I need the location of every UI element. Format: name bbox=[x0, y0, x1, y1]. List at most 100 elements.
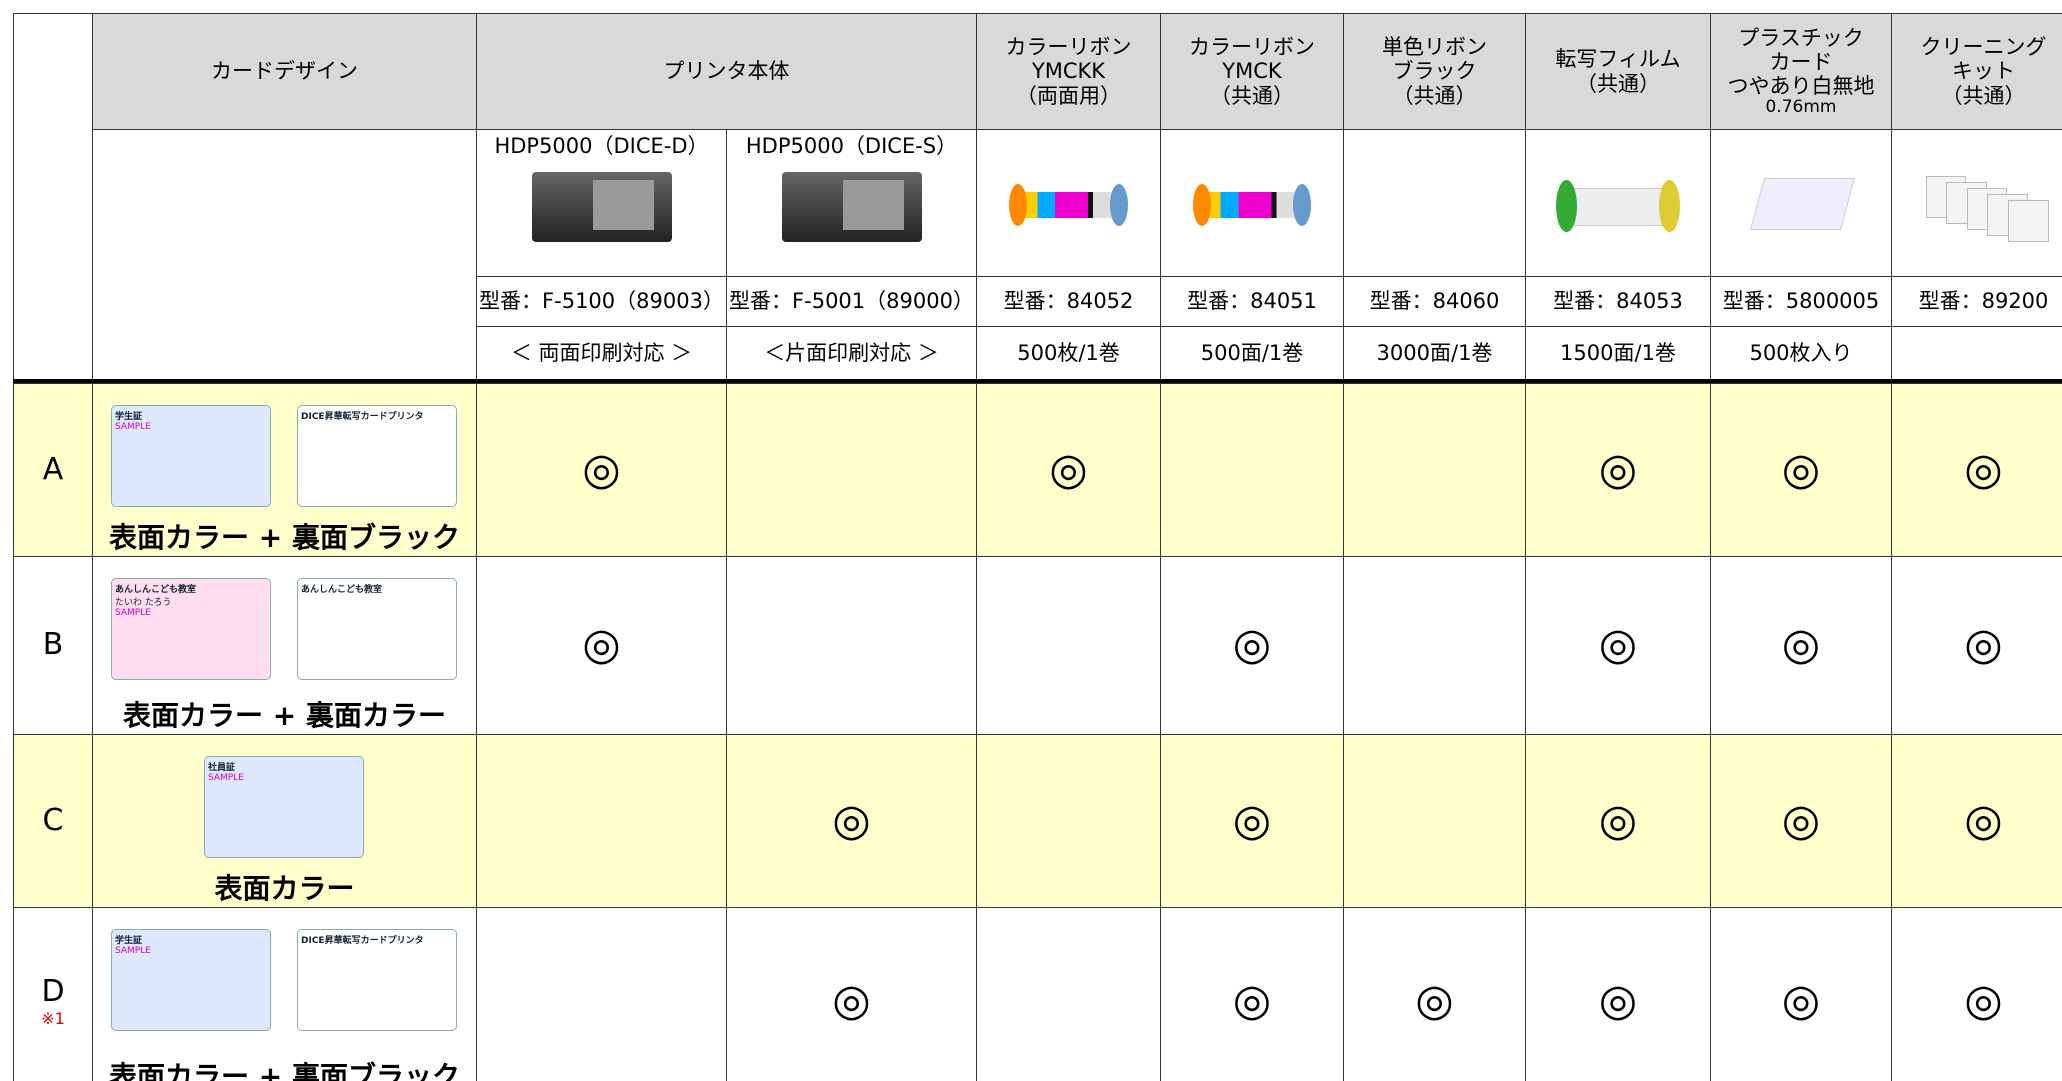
blank-card bbox=[1749, 178, 1855, 230]
spool bbox=[1555, 180, 1577, 232]
mark: ◎ bbox=[1232, 975, 1272, 1027]
header-line: カラーリボン bbox=[1189, 35, 1315, 60]
card-text: あんしんこども教室 bbox=[115, 585, 197, 595]
product-image bbox=[1919, 166, 2049, 246]
mark: ◎ bbox=[1781, 975, 1821, 1027]
mark-cell bbox=[976, 907, 1161, 1081]
header-line: （共通） bbox=[1392, 83, 1477, 108]
mark-cell bbox=[1343, 556, 1526, 735]
film bbox=[1566, 188, 1672, 226]
header-line: カード bbox=[1769, 49, 1833, 74]
product-image bbox=[1188, 166, 1316, 246]
model-text: 型番：84052 bbox=[1003, 289, 1134, 314]
header-line: （共通） bbox=[1941, 83, 2026, 108]
note-text: 500枚/1巻 bbox=[1017, 340, 1120, 365]
header-line: 0.76mm bbox=[1765, 96, 1837, 117]
product-image-cell: HDP5000（DICE-S） bbox=[726, 129, 977, 277]
note-cell: 3000面/1巻 bbox=[1343, 326, 1526, 380]
mark-cell: ◎ bbox=[1525, 556, 1711, 735]
header-line: つやあり白無地 bbox=[1727, 73, 1875, 98]
mark: ◎ bbox=[1598, 443, 1638, 495]
caption: 表面カラー + 裏面ブラック bbox=[109, 1059, 460, 1081]
mark-cell: ◎ bbox=[726, 734, 977, 908]
model-cell: 型番：84053 bbox=[1525, 276, 1711, 327]
product-image-cell bbox=[1525, 129, 1711, 277]
card-text: 学生証 bbox=[115, 936, 143, 946]
mark-cell: ◎ bbox=[1525, 907, 1711, 1081]
printer-panel bbox=[592, 180, 654, 231]
row-label: C bbox=[42, 802, 64, 838]
mark-cell: ◎ bbox=[1710, 383, 1892, 557]
model-text: 型番：84051 bbox=[1187, 289, 1317, 314]
mark: ◎ bbox=[1781, 443, 1821, 495]
header-line: YMCK bbox=[1222, 59, 1282, 84]
mark-cell: ◎ bbox=[726, 907, 977, 1081]
thick-border bbox=[13, 379, 2062, 383]
design-blank bbox=[92, 129, 477, 380]
note-text: 500枚入り bbox=[1749, 340, 1853, 365]
mark-cell: ◎ bbox=[1525, 383, 1711, 557]
ribbon bbox=[1019, 192, 1118, 218]
row-note: ※1 bbox=[41, 1008, 65, 1028]
card-text: DICE昇華転写カードプリンタ bbox=[301, 412, 424, 422]
card-text: 社員証 bbox=[208, 763, 236, 773]
printer-panel bbox=[842, 180, 904, 231]
model-cell: 型番：F-5100（89003） bbox=[476, 276, 727, 327]
card-text: あんしんこども教室 bbox=[301, 585, 383, 595]
card-image: 学生証 SAMPLE bbox=[111, 929, 271, 1031]
card-text: SAMPLE bbox=[115, 422, 151, 432]
product-name: HDP5000（DICE-D） bbox=[494, 134, 709, 158]
mark: ◎ bbox=[832, 975, 871, 1027]
note-text: ＜ 両面印刷対応 ＞ bbox=[510, 340, 693, 365]
product-name: HDP5000（DICE-S） bbox=[745, 134, 958, 158]
spool bbox=[1293, 184, 1311, 226]
note-cell: ＜ 両面印刷対応 ＞ bbox=[476, 326, 727, 380]
mark-cell bbox=[726, 383, 977, 557]
header-line: （共通） bbox=[1210, 83, 1294, 108]
product-image-cell bbox=[1710, 129, 1892, 277]
mark: ◎ bbox=[1598, 794, 1638, 846]
header-line: クリーニング bbox=[1920, 35, 2047, 60]
header-line: 転写フィルム bbox=[1555, 47, 1681, 72]
note-text: ＜片面印刷対応 ＞ bbox=[764, 340, 939, 365]
model-text: 型番：84060 bbox=[1369, 289, 1500, 314]
header-cell: 単色リボン ブラック （共通） bbox=[1343, 13, 1526, 130]
mark-cell bbox=[726, 556, 977, 735]
product-image-cell: HDP5000（DICE-D） bbox=[476, 129, 727, 277]
header-line: プラスチック bbox=[1738, 25, 1864, 50]
mark-cell bbox=[476, 907, 727, 1081]
card-text: SAMPLE bbox=[115, 608, 151, 618]
header-cell: プリンタ本体 bbox=[476, 13, 977, 130]
mark-cell bbox=[976, 734, 1161, 908]
model-text: 型番：89200 bbox=[1918, 289, 2049, 314]
mark-cell bbox=[976, 556, 1161, 735]
header-line: （共通） bbox=[1576, 71, 1660, 96]
spool bbox=[1109, 184, 1128, 226]
mark-cell: ◎ bbox=[1710, 556, 1892, 735]
card-image: あんしんこども教室 bbox=[297, 578, 457, 680]
note-cell: ＜片面印刷対応 ＞ bbox=[726, 326, 977, 380]
card-text: DICE昇華転写カードプリンタ bbox=[301, 936, 424, 946]
mark: ◎ bbox=[1781, 619, 1821, 671]
mark-cell bbox=[1343, 383, 1526, 557]
row-label: A bbox=[42, 451, 64, 487]
mark-cell: ◎ bbox=[1710, 907, 1892, 1081]
caption: 表面カラー + 裏面ブラック bbox=[109, 520, 460, 554]
mark-cell bbox=[476, 734, 727, 908]
mark-cell: ◎ bbox=[1891, 734, 2062, 908]
header-cell: プラスチック カード つやあり白無地 0.76mm bbox=[1710, 13, 1892, 130]
product-image-cell bbox=[1343, 129, 1526, 277]
product-image bbox=[1738, 166, 1865, 246]
card-image: DICE昇華転写カードプリンタ bbox=[297, 405, 457, 507]
header-line: YMCKK bbox=[1031, 59, 1106, 84]
mark: ◎ bbox=[1964, 619, 2003, 671]
corner-cell bbox=[13, 13, 93, 380]
header-text: プリンタ本体 bbox=[663, 59, 790, 84]
card-text: SAMPLE bbox=[115, 946, 151, 956]
product-image bbox=[514, 164, 689, 244]
product-image bbox=[1553, 166, 1683, 246]
note-cell: 500面/1巻 bbox=[1160, 326, 1344, 380]
model-text: 型番：F-5100（89003） bbox=[479, 289, 724, 314]
mark-cell: ◎ bbox=[1891, 556, 2062, 735]
